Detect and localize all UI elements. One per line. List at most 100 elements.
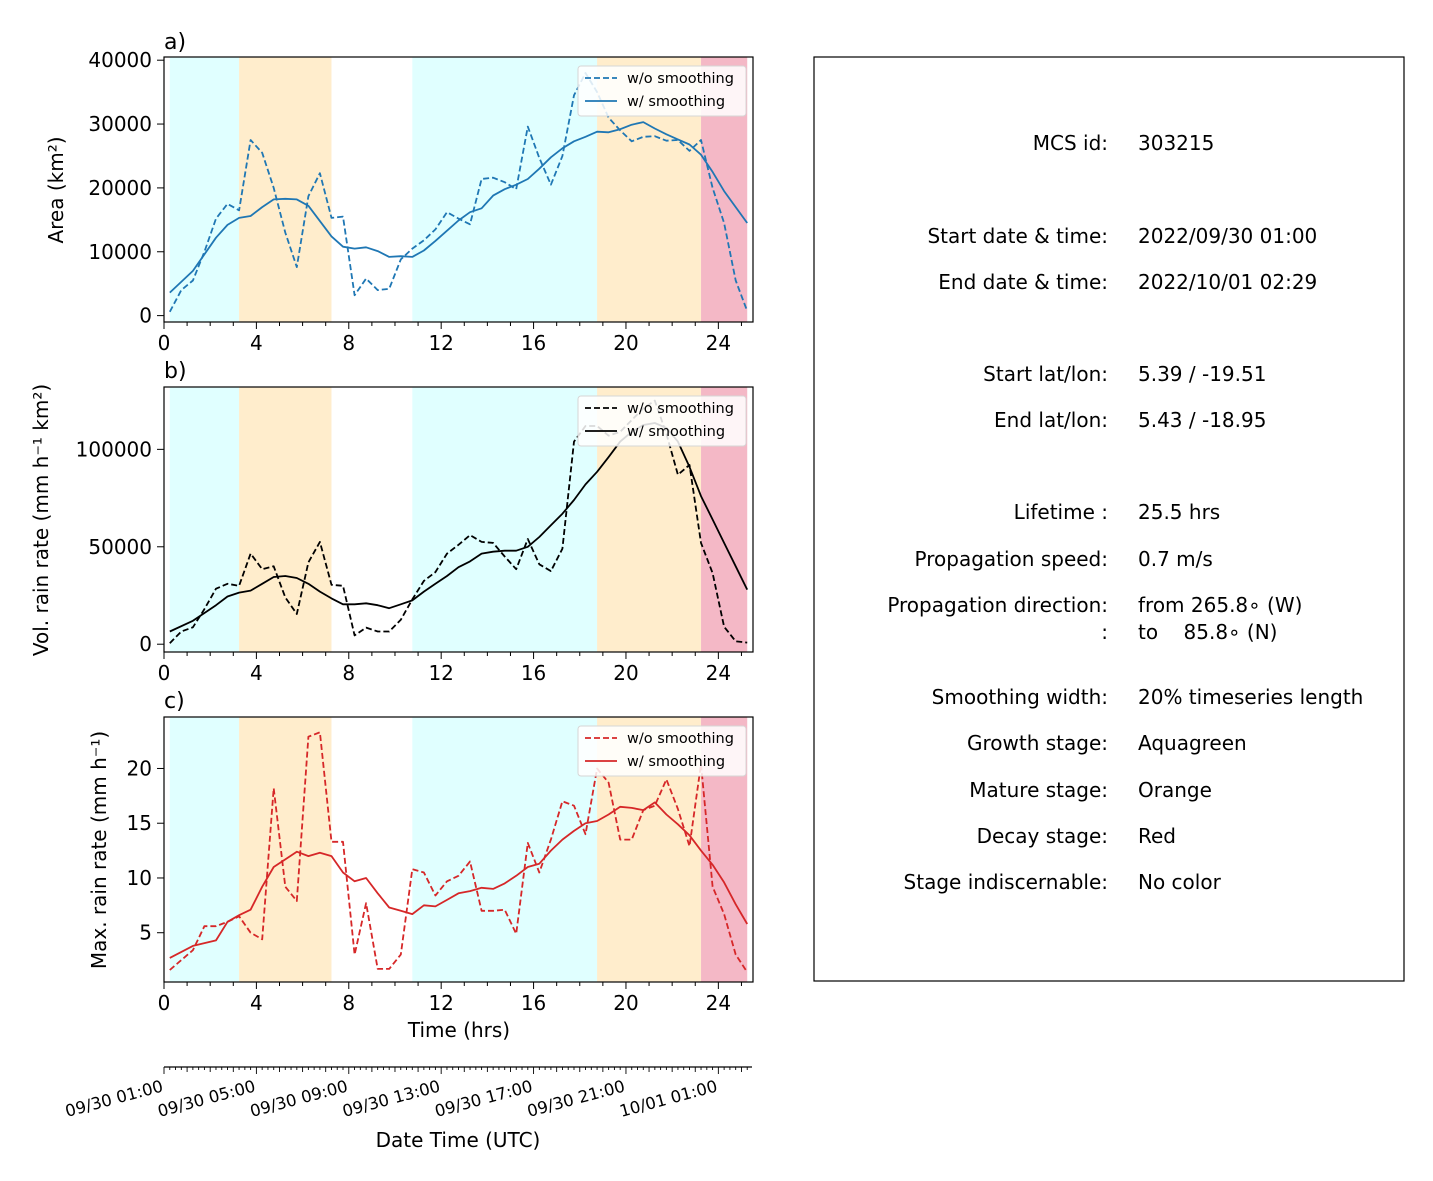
legend-label-without: w/o smoothing xyxy=(627,731,734,747)
x-tick-label: 8 xyxy=(342,991,355,1015)
x-tick-label: 8 xyxy=(342,661,355,685)
stage-band-mature xyxy=(239,387,332,652)
legend-label-with: w/ smoothing xyxy=(627,94,725,110)
propagation-speed-label: Propagation speed: xyxy=(915,547,1108,571)
x-tick-label: 16 xyxy=(521,661,546,685)
stage-band-growth xyxy=(412,387,598,652)
growth-stage-value: Aquagreen xyxy=(1138,731,1247,755)
legend-box xyxy=(577,65,747,117)
y-tick-label: 100000 xyxy=(76,437,152,461)
x-tick-label: 20 xyxy=(613,991,638,1015)
y-tick-label: 0 xyxy=(139,632,152,656)
panel-vol-rain: 0 4 8 12 16 20 24 0 50000 100000 b) Vol. rain ra… xyxy=(29,359,754,685)
lifetime-label: Lifetime : xyxy=(1014,500,1108,524)
propagation-direction-label: Propagation direction: xyxy=(887,593,1108,617)
legend-box xyxy=(577,725,747,777)
panel-label-c: c) xyxy=(164,689,185,714)
datetime-tick-label: 09/30 13:00 xyxy=(340,1077,442,1121)
y-tick-label: 50000 xyxy=(88,535,152,559)
stage-band-growth xyxy=(412,717,598,982)
end-latlon-label: End lat/lon: xyxy=(994,408,1108,432)
x-tick-label: 24 xyxy=(706,991,731,1015)
start-latlon-value: 5.39 / -19.51 xyxy=(1138,362,1266,386)
mcs-id-label: MCS id: xyxy=(1033,131,1108,155)
x-tick-label: 20 xyxy=(613,661,638,685)
lifetime-value: 25.5 hrs xyxy=(1138,500,1220,524)
panel-label-a: a) xyxy=(164,30,186,55)
panel-label-b: b) xyxy=(164,359,187,384)
stage-band-growth xyxy=(169,57,240,322)
axes-frame-max xyxy=(163,716,754,983)
smoothing-width-label: Smoothing width: xyxy=(932,685,1108,709)
start-latlon-label: Start lat/lon: xyxy=(983,362,1108,386)
x-tick-label: 12 xyxy=(428,661,453,685)
x-tick-label: 16 xyxy=(521,991,546,1015)
y-tick-label: 20 xyxy=(127,756,152,780)
stage-indiscernable-value: No color xyxy=(1138,870,1222,894)
info-box xyxy=(813,56,1405,982)
propagation-direction-from: from 265.8∘ (W) xyxy=(1138,593,1302,617)
decay-stage-label: Decay stage: xyxy=(977,824,1108,848)
y-tick-label: 15 xyxy=(127,811,152,835)
x-tick-label: 12 xyxy=(428,331,453,355)
datetime-axis-label: Date Time (UTC) xyxy=(376,1128,541,1152)
stage-band-mature xyxy=(239,717,332,982)
legend-vol: w/o smoothing w/ smoothing xyxy=(577,395,747,447)
stage-band-mature xyxy=(239,57,332,322)
stage-band-growth xyxy=(169,717,240,982)
y-axis-label-max: Max. rain rate (mm h⁻¹) xyxy=(87,731,111,969)
datetime-tick-label: 09/30 01:00 xyxy=(63,1077,165,1121)
y-tick-label: 40000 xyxy=(88,48,152,72)
series-line-without-smoothing xyxy=(169,731,748,973)
legend-label-without: w/o smoothing xyxy=(627,401,734,417)
y-tick-label: 10 xyxy=(127,866,152,890)
y-ticks-vol: 0 50000 100000 xyxy=(76,437,164,656)
y-tick-label: 20000 xyxy=(88,176,152,200)
y-tick-label: 0 xyxy=(139,304,152,328)
series-max xyxy=(169,731,748,973)
growth-stage-label: Growth stage: xyxy=(967,731,1108,755)
x-tick-label: 0 xyxy=(158,661,171,685)
y-tick-label: 10000 xyxy=(88,240,152,264)
mcs-id-value: 303215 xyxy=(1138,131,1214,155)
legend-label-with: w/ smoothing xyxy=(627,754,725,770)
datetime-tick-label: 10/01 01:00 xyxy=(618,1077,720,1121)
legend-box xyxy=(577,395,747,447)
y-axis-label-area: Area (km²) xyxy=(44,136,68,243)
y-ticks-max: 5 10 15 20 xyxy=(127,756,164,945)
x-tick-label: 20 xyxy=(613,331,638,355)
panel-area: 0 4 8 12 16 20 24 0 10000 20000 30000 40000 a) Are… xyxy=(44,30,754,355)
x-ticks-max: 0 4 8 12 16 20 24 xyxy=(158,982,742,1015)
propagation-direction-label-2: : xyxy=(1101,620,1108,644)
mature-stage-value: Orange xyxy=(1138,778,1212,802)
end-datetime-value: 2022/10/01 02:29 xyxy=(1138,270,1317,294)
series-line-with-smoothing xyxy=(169,801,748,959)
y-tick-label: 5 xyxy=(139,921,152,945)
legend-label-without: w/o smoothing xyxy=(627,71,734,87)
propagation-direction-to: to 85.8∘ (N) xyxy=(1138,620,1277,644)
x-tick-label: 4 xyxy=(250,661,263,685)
x-tick-label: 16 xyxy=(521,331,546,355)
x-ticks-vol: 0 4 8 12 16 20 24 xyxy=(158,652,742,685)
axes-frame-area xyxy=(163,56,754,323)
x-tick-label: 0 xyxy=(158,991,171,1015)
decay-stage-value: Red xyxy=(1138,824,1176,848)
series-line-with-smoothing xyxy=(169,121,748,294)
stage-band-growth xyxy=(169,387,240,652)
end-datetime-label: End date & time: xyxy=(938,270,1108,294)
x-tick-label: 0 xyxy=(158,331,171,355)
legend-label-with: w/ smoothing xyxy=(627,424,725,440)
series-area xyxy=(169,72,749,313)
datetime-tick-label: 09/30 09:00 xyxy=(248,1077,350,1121)
panel-max-rain: 0 4 8 12 16 20 24 5 10 15 20 c) Max. rain rate (m… xyxy=(87,689,754,1042)
x-tick-label: 24 xyxy=(706,331,731,355)
legend-area: w/o smoothing w/ smoothing xyxy=(577,65,747,117)
x-tick-label: 12 xyxy=(428,991,453,1015)
series-line-without-smoothing xyxy=(169,72,749,313)
x-tick-label: 4 xyxy=(250,991,263,1015)
datetime-tick-label: 09/30 05:00 xyxy=(156,1077,258,1121)
info-panel: MCS id: 303215 Start date & time: 2022/0… xyxy=(813,56,1405,982)
